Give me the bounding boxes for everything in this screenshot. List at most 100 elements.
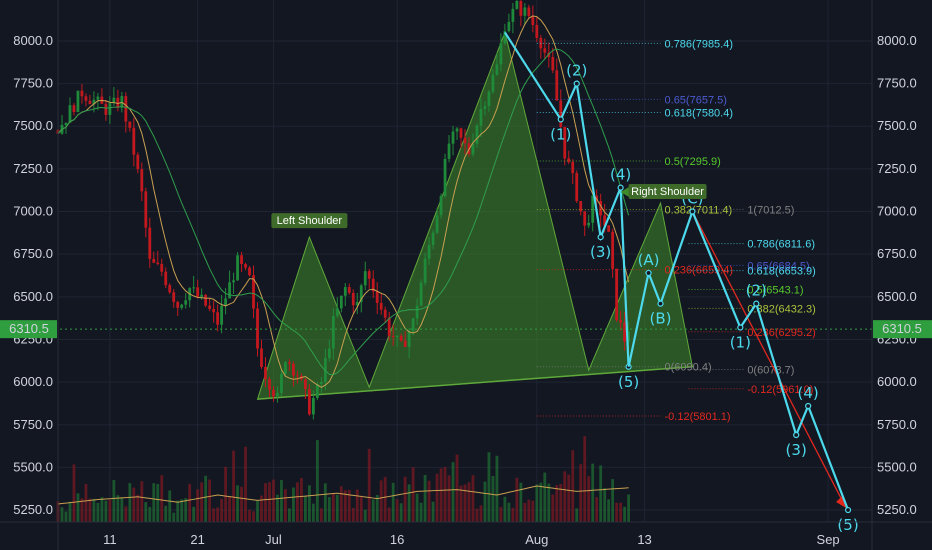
candle-body xyxy=(411,318,415,332)
y-tick-label-right: 7000.0 xyxy=(877,204,917,219)
fib-lower-label: 0.618(6653.9) xyxy=(747,266,816,278)
volume-bar xyxy=(188,483,192,522)
volume-bar xyxy=(132,487,136,522)
candle-body xyxy=(355,302,359,306)
fib-upper-label: 0.65(7657.5) xyxy=(665,94,727,106)
volume-bar xyxy=(603,488,607,522)
volume-bar xyxy=(527,499,531,522)
x-tick-label: Aug xyxy=(525,532,548,547)
candle-body xyxy=(156,262,160,264)
volume-bar xyxy=(371,499,375,522)
y-tick-label-left: 5500.0 xyxy=(13,459,53,474)
wave-point xyxy=(805,402,812,410)
volume-bar xyxy=(200,482,204,522)
volume-bar xyxy=(543,472,547,522)
candle-body xyxy=(240,255,243,265)
candle-body xyxy=(375,291,379,303)
volume-bar xyxy=(72,464,76,522)
candle-body xyxy=(284,362,287,374)
candle-body xyxy=(399,335,403,341)
wave-label: (5) xyxy=(618,373,639,391)
elliott-waves: (1)(2)(3)(4)(5)(A)(B)(C)(1)(2)(3)(4)(5) xyxy=(503,31,859,534)
volume-bar xyxy=(323,483,327,522)
candle-body xyxy=(431,232,435,245)
candle-body xyxy=(471,143,475,155)
candle-body xyxy=(591,195,595,223)
fib-lower-label: 1(7012.5) xyxy=(747,204,794,216)
volume-bar xyxy=(343,490,347,522)
volume-bar xyxy=(140,481,144,522)
volume-bar xyxy=(184,498,188,522)
candle-body xyxy=(172,292,176,302)
candle-body xyxy=(252,275,255,309)
y-tick-label-left: 6500.0 xyxy=(13,289,53,304)
volume-bar xyxy=(120,497,124,522)
candle-body xyxy=(116,97,120,108)
candle-body xyxy=(68,105,72,123)
volume-bar xyxy=(503,496,507,522)
candle-body xyxy=(276,393,279,397)
wave-point xyxy=(657,300,664,307)
candle-body xyxy=(511,8,515,22)
volume-bar xyxy=(487,452,491,522)
candle-body xyxy=(248,267,251,276)
volume-bar xyxy=(611,479,615,522)
candle-body xyxy=(371,278,375,292)
right-shoulder-tag xyxy=(628,184,707,199)
current-price-tag-left xyxy=(0,320,57,339)
candle-body xyxy=(327,348,331,359)
candle-body xyxy=(463,137,467,144)
volume-bar xyxy=(212,508,216,522)
wave-label: (3) xyxy=(590,243,611,261)
candle-body xyxy=(567,158,571,162)
candle-body xyxy=(335,308,339,316)
volume-bar xyxy=(272,479,275,522)
candle-body xyxy=(419,282,423,306)
volume-bar xyxy=(64,511,68,522)
volume-bar xyxy=(180,499,184,522)
volume-bar xyxy=(156,484,160,522)
candle-body xyxy=(244,264,247,268)
projection-arrow xyxy=(691,211,845,505)
volume-bar xyxy=(379,480,383,522)
volume-bar xyxy=(204,475,208,522)
fib-upper-label: 0(6090.4) xyxy=(665,362,712,374)
y-tick-label-right: 7750.0 xyxy=(877,76,917,91)
x-tick-label: Jul xyxy=(265,532,282,547)
candle-body xyxy=(583,211,587,226)
candle-body xyxy=(200,294,204,297)
candle-body xyxy=(272,389,275,397)
volume-bar xyxy=(395,499,399,522)
wave-point xyxy=(617,184,624,191)
volume-bar xyxy=(607,499,611,522)
volume-average-line xyxy=(57,485,629,505)
candle-body xyxy=(423,258,427,283)
candle-body xyxy=(339,295,343,309)
wave-label: (A) xyxy=(638,251,660,269)
candle-body xyxy=(615,268,619,320)
candle-body xyxy=(459,128,463,138)
head-and-shoulders-shape xyxy=(256,30,694,400)
volume-bar xyxy=(519,482,523,522)
volume-bar xyxy=(224,466,227,522)
volume-bar xyxy=(192,506,196,522)
volume-bar xyxy=(491,476,495,522)
candle-body xyxy=(587,222,591,226)
volume-bar xyxy=(583,436,587,522)
volume-bar xyxy=(363,509,367,522)
candle-body xyxy=(515,1,519,9)
volume-bar xyxy=(547,483,551,522)
volume-bar xyxy=(575,508,579,522)
volume-bar xyxy=(515,477,519,522)
wave-label: (B) xyxy=(650,310,672,328)
candle-body xyxy=(555,70,559,101)
volume-bar xyxy=(307,485,311,522)
candle-body xyxy=(260,348,263,368)
candle-body xyxy=(311,397,315,415)
volume-bar xyxy=(68,501,72,522)
volume-bar xyxy=(463,484,467,522)
wave-label: (1) xyxy=(730,334,751,352)
candle-body xyxy=(124,96,128,122)
candle-body xyxy=(351,292,355,306)
